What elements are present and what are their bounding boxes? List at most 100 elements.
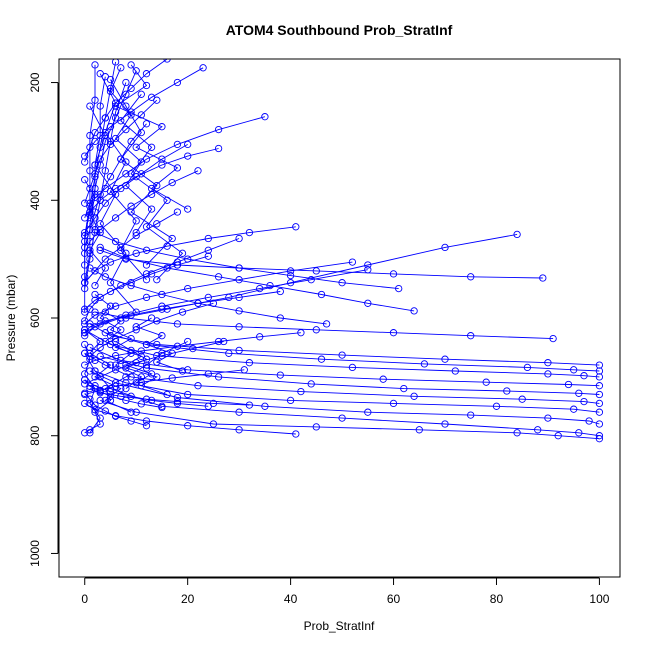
data-point [595, 390, 604, 399]
data-point [595, 432, 604, 440]
data-point [379, 375, 387, 383]
series-5 [91, 367, 604, 416]
data-point [96, 414, 104, 422]
data-point [91, 96, 99, 104]
data-point [261, 402, 269, 410]
y-tick-label: 400 [28, 190, 42, 210]
data-point [364, 261, 372, 269]
data-point [137, 378, 145, 386]
data-point [142, 120, 151, 128]
data-point [209, 299, 218, 307]
data-point [142, 270, 151, 278]
data-point [132, 228, 140, 237]
data-point [142, 276, 151, 284]
data-point [91, 281, 99, 290]
data-point [441, 355, 449, 363]
data-point [158, 302, 166, 310]
data-point [86, 202, 94, 210]
data-point [292, 223, 300, 231]
data-point [96, 343, 104, 352]
series-line [94, 294, 143, 389]
data-point [173, 342, 182, 350]
data-point [482, 378, 490, 386]
data-point [117, 64, 125, 72]
data-point [451, 367, 459, 375]
data-point [117, 281, 125, 290]
data-point [127, 334, 135, 343]
data-point [184, 205, 192, 213]
x-tick-label: 100 [589, 592, 609, 606]
series-46 [101, 308, 156, 387]
data-point [153, 220, 161, 228]
data-point [400, 384, 408, 393]
data-point [96, 70, 104, 78]
series-line [109, 67, 153, 233]
data-point [101, 167, 109, 175]
data-point [286, 267, 295, 275]
series-11 [86, 320, 604, 369]
data-point [364, 408, 372, 416]
data-point [86, 220, 94, 228]
data-point [81, 399, 89, 408]
data-point [127, 202, 135, 210]
data-point [580, 372, 588, 380]
data-point [240, 366, 248, 374]
data-point [132, 67, 140, 75]
data-point [364, 299, 372, 307]
data-point [122, 384, 130, 393]
y-axis-label: Pressure (mbar) [4, 275, 18, 362]
data-point [111, 102, 120, 110]
data-point [297, 387, 305, 396]
data-point [338, 414, 346, 422]
data-point [307, 276, 315, 284]
series-line [114, 64, 188, 210]
data-point [214, 273, 223, 281]
data-point [81, 376, 89, 384]
data-point [173, 393, 182, 402]
data-point [111, 237, 120, 246]
data-point [348, 258, 357, 266]
data-point [91, 406, 99, 414]
data-point [153, 276, 161, 284]
data-point [168, 374, 176, 382]
data-point [86, 426, 94, 434]
data-point [204, 252, 212, 260]
data-point [81, 152, 89, 160]
data-point [127, 373, 135, 381]
data-point [147, 184, 156, 193]
data-point [564, 380, 573, 389]
data-point [595, 420, 604, 428]
data-point [122, 78, 130, 87]
data-point [122, 311, 130, 319]
series-line [94, 232, 399, 290]
series-line [84, 70, 137, 236]
x-tick-label: 20 [181, 592, 195, 606]
data-point [595, 399, 604, 408]
data-point [158, 352, 166, 360]
series-line [89, 370, 600, 425]
data-point [127, 417, 135, 425]
data-point [163, 264, 171, 272]
series-40 [96, 70, 151, 284]
data-point [122, 379, 130, 387]
data-point [420, 360, 429, 368]
series-12 [91, 308, 557, 343]
data-point [132, 359, 140, 367]
data-point [122, 181, 130, 190]
plot-frame [58, 58, 621, 578]
series-line [84, 226, 296, 283]
data-point [127, 84, 135, 93]
data-point [595, 373, 604, 381]
data-point [142, 223, 151, 231]
data-point [184, 152, 192, 160]
data-point [127, 170, 135, 178]
data-point [595, 361, 604, 369]
data-point [91, 401, 99, 409]
series-line [84, 291, 281, 333]
series-39 [106, 64, 156, 237]
data-point [147, 143, 156, 151]
data-point [503, 387, 511, 395]
x-tick-label: 40 [284, 592, 298, 606]
data-point [86, 102, 94, 110]
data-point [106, 87, 115, 96]
